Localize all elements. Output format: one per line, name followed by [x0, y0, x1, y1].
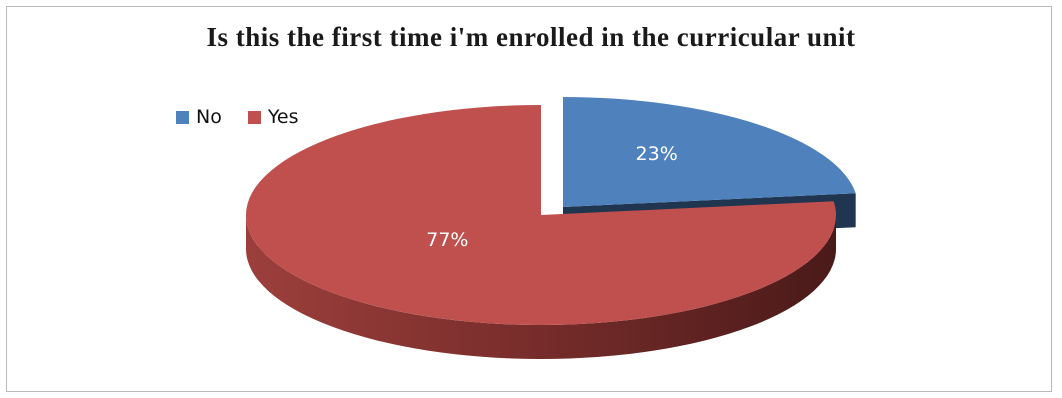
pie-side-yes [246, 215, 836, 359]
chart-title: Is this the first time i'm enrolled in t… [206, 22, 856, 52]
pie-slice-yes [245, 105, 836, 325]
legend-label-yes: Yes [267, 106, 299, 128]
legend-swatch-yes [247, 110, 261, 124]
legend-item-no: No [176, 106, 222, 128]
slice-label-no: 23% [636, 143, 678, 165]
legend-swatch-no [176, 110, 189, 124]
pie-slice-no [563, 97, 856, 207]
legend-item-yes: Yes [247, 106, 299, 128]
legend-label-no: No [196, 106, 222, 128]
pie-layer: 23% 77% [245, 97, 856, 359]
slice-label-yes: 77% [426, 229, 468, 251]
legend: No Yes [176, 106, 325, 128]
